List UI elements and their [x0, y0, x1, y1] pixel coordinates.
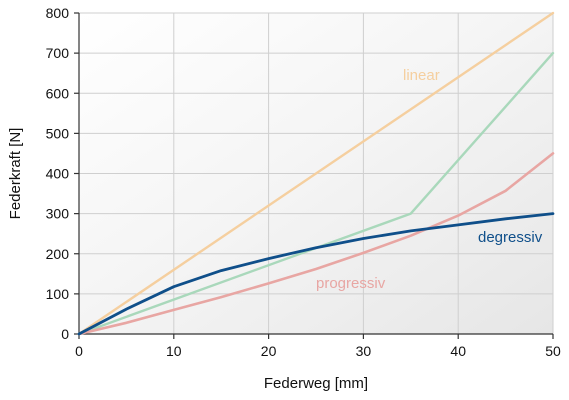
series-line-linear — [77, 11, 555, 336]
series-label-linear: linear — [403, 67, 440, 84]
x-tick-label: 40 — [450, 343, 466, 359]
y-tick-label: 0 — [61, 326, 69, 342]
y-tick-label: 200 — [46, 246, 70, 262]
series-line-progressiv — [77, 152, 555, 336]
y-axis-title: Federkraft [N] — [7, 128, 24, 220]
y-tick-label: 100 — [46, 286, 70, 302]
series-lines — [77, 11, 555, 336]
y-tick-label: 400 — [46, 166, 70, 182]
x-tick-label: 10 — [166, 343, 182, 359]
series-labels: linear progressiv degressiv — [316, 67, 543, 292]
grid — [79, 12, 554, 334]
series-line-degressiv — [77, 212, 555, 336]
x-tick-label: 0 — [75, 343, 83, 359]
y-tick-label: 500 — [46, 125, 70, 141]
x-tick-label: 50 — [545, 343, 561, 359]
y-tick-label: 800 — [46, 5, 70, 21]
x-axis-title: Federweg [mm] — [264, 375, 368, 392]
x-tick-label: 20 — [261, 343, 277, 359]
x-tick-label: 30 — [356, 343, 372, 359]
y-tick-label: 700 — [46, 45, 70, 61]
y-tick-label: 600 — [46, 85, 70, 101]
series-label-progressiv: progressiv — [316, 275, 386, 292]
series-line-unlabeled — [77, 51, 555, 336]
y-tick-label: 300 — [46, 206, 70, 222]
series-label-degressiv: degressiv — [478, 229, 543, 246]
